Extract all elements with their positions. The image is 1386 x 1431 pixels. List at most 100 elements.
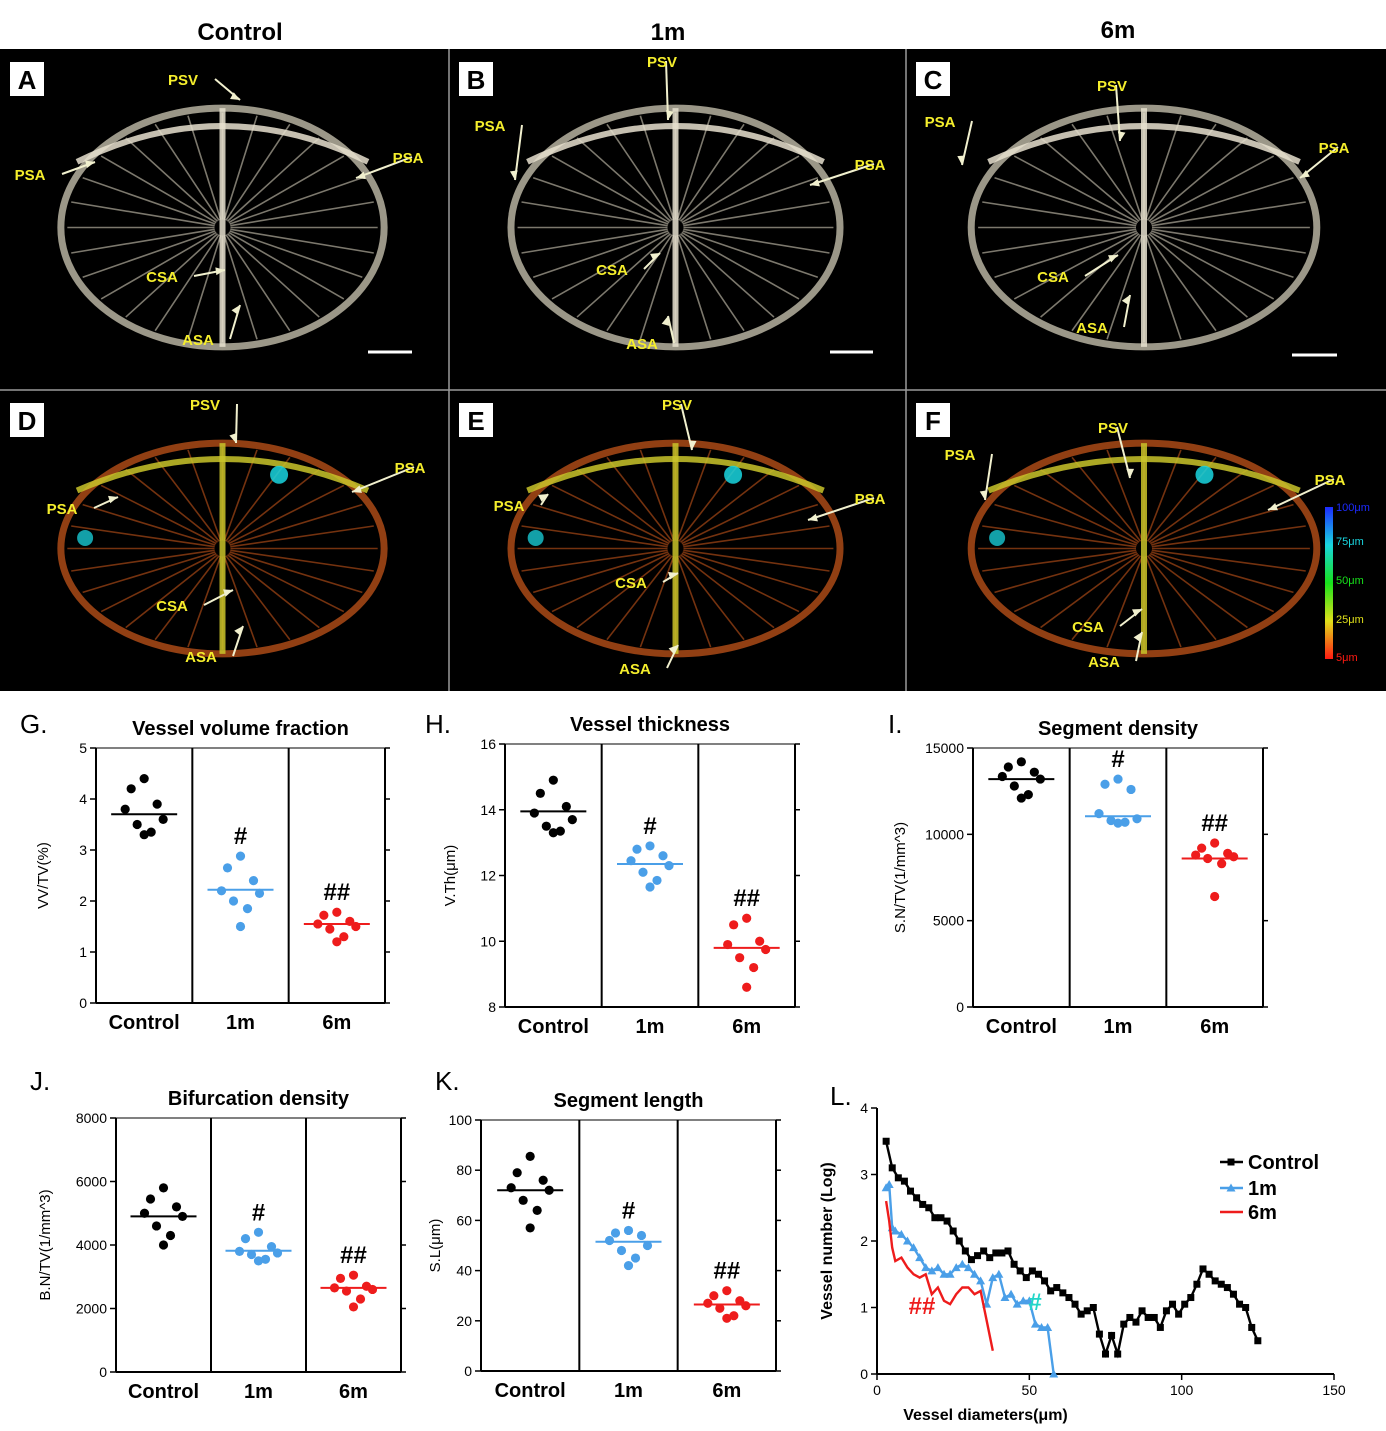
vessel-branch [1040,137,1140,222]
data-point [1242,1304,1250,1311]
vessel-branch [1150,230,1294,278]
series-1m [881,1179,1059,1378]
vessel-branch [1145,556,1182,648]
data-point [735,953,745,963]
data-point [919,1200,927,1208]
data-point [951,1263,961,1272]
y-axis-label: Vessel number (Log) [819,1162,836,1319]
vessel-label: PSA [15,167,46,184]
y-tick-label: 16 [480,736,496,752]
colorbar-label: 75μm [1336,536,1364,548]
y-tick-label: 4 [79,791,87,807]
data-point [1043,1322,1053,1331]
data-point [623,1260,634,1271]
x-tick-label: 50 [1022,1382,1038,1398]
vessel-branch [676,235,712,340]
data-point [139,774,149,784]
vessel-branch [1150,503,1294,546]
vessel-branch [682,230,819,278]
data-point [1162,1307,1170,1315]
vessel-branch [1149,552,1275,613]
x-tick-label: 1m [226,1012,255,1034]
data-point [967,1256,975,1264]
data-point [729,1311,739,1321]
vessel-branch [1149,155,1275,224]
panel-letter-box [916,62,950,96]
vessel-branch [551,484,670,545]
series-control [111,774,178,840]
data-point [1210,891,1220,902]
vessel-branch [230,201,374,227]
data-point [761,944,771,955]
y-tick-label: 2 [860,1233,868,1249]
vessel-branch [226,137,320,222]
data-point [1217,859,1227,869]
vessel-branch [229,177,363,225]
x-tick-label: Control [128,1381,199,1403]
vessel-label: CSA [615,575,647,592]
vessel-branch [154,555,220,641]
data-point [632,844,642,854]
annotation-arrowhead [85,160,95,169]
data-point [1016,1267,1024,1275]
vessel-branch [71,228,215,254]
data-point [235,921,246,932]
annotation-arrowhead [650,253,660,261]
vessel-branch [639,235,675,340]
annotation-arrowhead [230,92,240,100]
data-point [1223,1284,1231,1292]
vessel-branch [187,556,222,648]
annotation-arrowhead [223,589,233,597]
data-point [961,1247,969,1255]
data-point [900,1177,908,1185]
dorsal-vessel [526,123,825,165]
data-point [165,1230,176,1241]
legend-label: 6m [1248,1202,1277,1224]
dorsal-vessel [75,123,370,165]
y-tick-label: 20 [456,1313,472,1329]
annotation-arrowhead [979,490,988,500]
panel-letter-box [459,62,493,96]
x-tick-label: 6m [732,1016,761,1038]
panel-letter: A [18,65,37,95]
vessel-branch [678,123,745,221]
series-control [520,775,587,838]
y-tick-label: 5 [79,740,87,756]
data-point [1006,1289,1016,1298]
data-point [532,1205,542,1215]
data-point [896,1229,906,1238]
data-point [1022,1274,1030,1282]
annotation-arrowhead [1133,632,1142,642]
vessel-branch [230,228,374,254]
data-point [1169,1300,1177,1308]
vessel-branch [994,230,1138,278]
data-point [623,1225,634,1236]
vessel-branch [639,115,675,220]
data-point [355,1294,366,1304]
vessel-branch [82,230,216,278]
data-point [332,907,342,917]
dorsal-vessel [526,455,825,494]
data-point [742,982,752,992]
vessel-branch [606,456,673,542]
data-point [158,1240,169,1250]
chart-title: Vessel volume fraction [132,718,349,740]
data-point [1009,781,1019,791]
data-point [913,1194,921,1202]
y-tick-label: 0 [860,1366,868,1382]
vessel-branch [1106,449,1143,541]
vessel-branch [1146,234,1217,332]
y-tick-label: 14 [480,802,496,818]
data-point [152,799,162,809]
y-tick-label: 100 [449,1112,473,1128]
data-point [749,962,759,973]
data-point [1083,1307,1091,1315]
data-point [636,1230,647,1241]
chart-title: Bifurcation density [168,1088,350,1110]
legend-label: Control [1248,1152,1319,1174]
annotation-arrowhead [668,645,678,655]
image-panel-e: E PSV PSA PSA CSA ASA [459,397,886,678]
data-point [561,801,571,812]
annotation-arrow [807,497,875,521]
series-1m: # [1085,746,1151,828]
